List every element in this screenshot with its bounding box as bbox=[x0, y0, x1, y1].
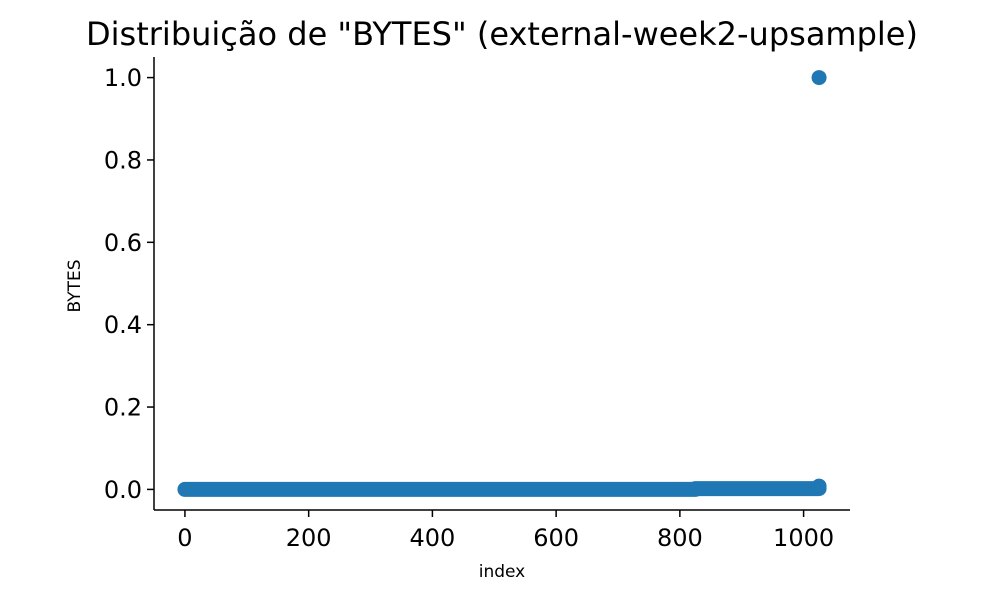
y-tick-label: 1.0 bbox=[104, 64, 142, 92]
y-tick-label: 0.2 bbox=[104, 394, 142, 422]
x-tick-label: 400 bbox=[409, 524, 455, 552]
x-tick-label: 800 bbox=[657, 524, 703, 552]
data-marks bbox=[177, 70, 827, 497]
x-tick-label: 0 bbox=[177, 524, 192, 552]
y-axis-label: BYTES bbox=[65, 259, 85, 312]
x-axis-label: index bbox=[479, 562, 526, 582]
y-tick-label: 0.8 bbox=[104, 146, 142, 174]
x-tick-label: 200 bbox=[286, 524, 332, 552]
x-axis-ticks: 0 200 400 600 800 1000 bbox=[177, 510, 834, 552]
chart-title: Distribuição de "BYTES" (external-week2-… bbox=[86, 15, 918, 53]
y-tick-label: 0.6 bbox=[104, 229, 142, 257]
x-tick-label: 600 bbox=[533, 524, 579, 552]
y-tick-label: 0.4 bbox=[104, 311, 142, 339]
y-axis-ticks: 0.0 0.2 0.4 0.6 0.8 1.0 bbox=[104, 64, 154, 504]
data-point bbox=[811, 478, 827, 494]
x-tick-label: 1000 bbox=[773, 524, 834, 552]
y-tick-label: 0.0 bbox=[104, 476, 142, 504]
data-point bbox=[811, 70, 827, 86]
